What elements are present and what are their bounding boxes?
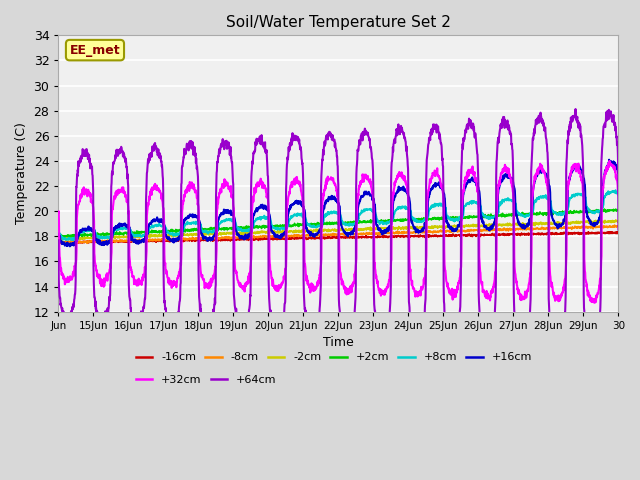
- X-axis label: Time: Time: [323, 336, 354, 349]
- Y-axis label: Temperature (C): Temperature (C): [15, 122, 28, 225]
- Title: Soil/Water Temperature Set 2: Soil/Water Temperature Set 2: [226, 15, 451, 30]
- Text: EE_met: EE_met: [70, 44, 120, 57]
- Legend: +32cm, +64cm: +32cm, +64cm: [131, 370, 281, 389]
